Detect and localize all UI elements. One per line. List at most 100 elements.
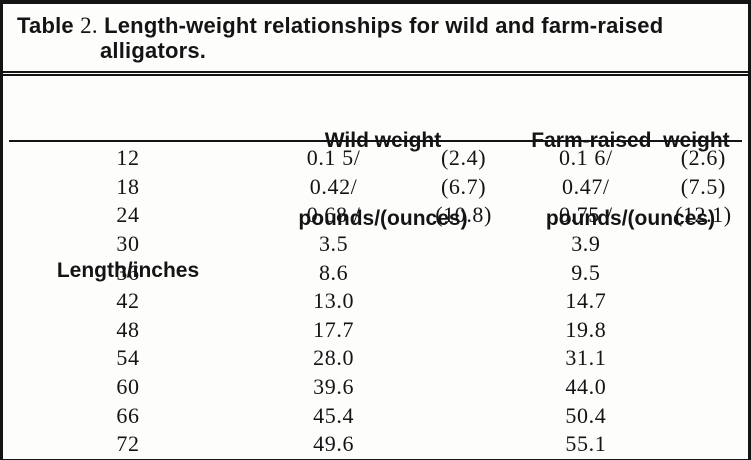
wild-pounds-value: 0.1 5/	[306, 145, 361, 171]
farm-weight-cell: 0.47/ (7.5)	[513, 173, 748, 202]
wild-ounces-value	[414, 402, 513, 431]
wild-ounces-value	[414, 230, 513, 259]
farm-weight-cell: 0.75 / (12.1)	[513, 201, 748, 230]
farm-weight-cell: 31.1	[513, 344, 748, 373]
table-row: 66 45.4 50.4	[3, 402, 748, 431]
farm-ounces-value	[659, 287, 748, 316]
table-row: 72 49.6 55.1	[3, 430, 748, 459]
farm-ounces-value	[659, 230, 748, 259]
wild-ounces-value	[414, 373, 513, 402]
farm-ounces-value	[659, 373, 748, 402]
wild-weight-cell: 45.4	[253, 402, 513, 431]
farm-weight-cell: 19.8	[513, 316, 748, 345]
farm-weight-cell: 44.0	[513, 373, 748, 402]
header-divider-rule	[9, 140, 742, 143]
farm-pounds-value: 9.5	[571, 259, 601, 285]
table-bottom-rule	[3, 458, 748, 460]
table-title-text: Length-weight relationships for wild and…	[97, 13, 664, 38]
wild-weight-cell: 0.68 / (10.8)	[253, 201, 513, 230]
column-header-wild-line2: pounds/(ounces)	[298, 207, 468, 231]
farm-pounds-value: 0.47/	[562, 173, 610, 199]
length-cell: 36	[116, 259, 140, 285]
length-cell: 24	[116, 202, 140, 228]
table-row: 42 13.0 14.7	[3, 287, 748, 316]
length-cell: 60	[116, 373, 140, 399]
farm-ounces-value	[659, 316, 748, 345]
farm-ounces-value	[659, 402, 748, 431]
farm-pounds-value: 0.75 /	[558, 202, 613, 228]
wild-pounds-value: 39.6	[313, 373, 355, 399]
table-row: 18 0.42/ (6.7) 0.47/ (7.5)	[3, 173, 748, 202]
table-row: 60 39.6 44.0	[3, 373, 748, 402]
title-divider-double-rule	[3, 71, 748, 77]
table-header-row: Length/inches Wild weight pounds/(ounces…	[3, 76, 748, 282]
wild-weight-cell: 0.1 5/ (2.4)	[253, 144, 513, 173]
wild-ounces-value	[414, 344, 513, 373]
wild-ounces-value	[414, 287, 513, 316]
wild-pounds-value: 3.5	[318, 231, 349, 257]
farm-ounces-value: (12.1)	[674, 202, 732, 228]
wild-ounces-value: (2.4)	[441, 145, 487, 171]
table-row: 48 17.7 19.8	[3, 316, 748, 345]
wild-pounds-value: 0.68 /	[306, 202, 361, 228]
table-row: 12 0.1 5/ (2.4) 0.1 6/ (2.6)	[3, 144, 748, 173]
wild-weight-cell: 28.0	[253, 344, 513, 373]
wild-weight-cell: 8.6	[253, 259, 513, 288]
farm-weight-cell: 3.9	[513, 230, 748, 259]
wild-weight-cell: 39.6	[253, 373, 513, 402]
farm-ounces-value	[659, 259, 748, 288]
column-header-length: Length/inches	[56, 259, 200, 283]
wild-ounces-value: (10.8)	[435, 202, 492, 228]
wild-weight-cell: 49.6	[253, 430, 513, 459]
farm-pounds-value: 19.8	[565, 316, 607, 342]
length-cell: 48	[116, 316, 140, 342]
table-row: 24 0.68 / (10.8) 0.75 / (12.1)	[3, 201, 748, 230]
wild-pounds-value: 8.6	[318, 259, 349, 285]
wild-pounds-value: 45.4	[313, 402, 355, 428]
wild-ounces-value	[414, 259, 513, 288]
table-number: 2.	[80, 13, 98, 38]
wild-ounces-value	[414, 316, 513, 345]
wild-ounces-value	[414, 430, 513, 459]
table-title-prefix: Table	[17, 13, 81, 38]
wild-pounds-value: 13.0	[313, 288, 355, 314]
farm-pounds-value: 31.1	[565, 345, 607, 371]
farm-ounces-value: (7.5)	[680, 173, 726, 199]
table-title: Table 2. Length-weight relationships for…	[3, 4, 748, 69]
farm-weight-cell: 50.4	[513, 402, 748, 431]
farm-weight-cell: 14.7	[513, 287, 748, 316]
farm-ounces-value	[659, 430, 748, 459]
wild-pounds-value: 49.6	[313, 431, 355, 457]
table-body: 12 0.1 5/ (2.4) 0.1 6/ (2.6) 18 0.42/ (6.7) 0.47…	[3, 144, 748, 459]
length-cell: 18	[116, 173, 140, 199]
column-header-farm-line2: pounds/(ounces)	[545, 207, 716, 231]
wild-weight-cell: 13.0	[253, 287, 513, 316]
farm-pounds-value: 0.1 6/	[558, 145, 613, 171]
length-cell: 42	[116, 288, 140, 314]
farm-weight-cell: 9.5	[513, 259, 748, 288]
farm-weight-cell: 55.1	[513, 430, 748, 459]
length-cell: 54	[116, 345, 140, 371]
length-cell: 30	[116, 231, 140, 257]
wild-pounds-value: 17.7	[313, 316, 355, 342]
table-row: 36 8.6 9.5	[3, 259, 748, 288]
table-row: 30 3.5 3.9	[3, 230, 748, 259]
column-header-farm-weight: Farm-raised weight pounds/(ounces)	[513, 76, 748, 284]
table-row: 54 28.0 31.1	[3, 344, 748, 373]
farm-weight-cell: 0.1 6/ (2.6)	[513, 144, 748, 173]
wild-weight-cell: 17.7	[253, 316, 513, 345]
wild-pounds-value: 28.0	[313, 345, 355, 371]
farm-ounces-value: (2.6)	[680, 145, 726, 171]
length-cell: 66	[116, 402, 140, 428]
length-cell: 72	[116, 431, 140, 457]
wild-ounces-value: (6.7)	[441, 173, 487, 199]
farm-ounces-value	[659, 344, 748, 373]
wild-pounds-value: 0.42/	[309, 173, 358, 199]
table-title-line2: alligators.	[100, 38, 207, 63]
farm-pounds-value: 14.7	[565, 288, 607, 314]
length-cell: 12	[116, 145, 140, 171]
farm-pounds-value: 44.0	[565, 373, 607, 399]
farm-pounds-value: 3.9	[571, 231, 601, 257]
farm-pounds-value: 50.4	[565, 402, 607, 428]
